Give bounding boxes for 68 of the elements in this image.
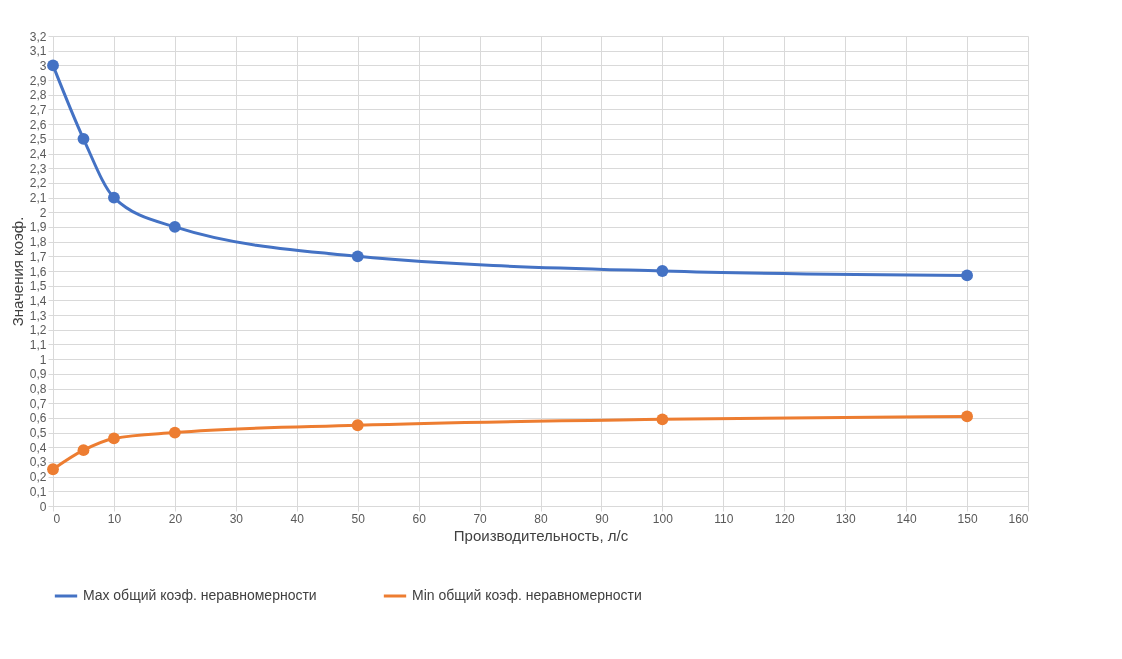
y-tick-label: 2,2	[29, 176, 47, 191]
x-tick-label: 130	[835, 511, 857, 526]
y-tick-label: 0,8	[29, 382, 47, 396]
point	[77, 444, 90, 457]
y-tick-label: 1,8	[29, 235, 47, 250]
y-tick-label: 0,9	[29, 367, 47, 382]
point	[47, 59, 59, 72]
y-tick-label: 3,2	[29, 29, 47, 44]
y-tick-label: 1,2	[29, 323, 47, 338]
x-tick-label: 20	[168, 511, 183, 526]
x-tick-label: 70	[473, 511, 488, 526]
x-tick-label: 80	[534, 511, 548, 526]
y-tick-label: 1,5	[29, 279, 47, 294]
x-axis-title: Производительность, л/с	[453, 526, 629, 544]
y-tick-label: 1	[39, 352, 47, 367]
point	[351, 419, 364, 432]
x-tick-label: 90	[595, 511, 609, 526]
y-tick-label: 0,2	[29, 470, 47, 485]
y-tick-label: 0,3	[29, 455, 47, 470]
x-tick-label: 10	[107, 511, 122, 526]
y-tick-label: 3,1	[29, 44, 47, 59]
point	[108, 432, 120, 445]
x-tick-label: 100	[652, 511, 674, 526]
y-tick-label: 2,3	[29, 161, 47, 176]
y-tick-label: 0,5	[29, 426, 47, 441]
x-tick-label: 110	[714, 511, 734, 526]
legend-label: Max общий коэф. неравномерности	[83, 587, 317, 603]
x-tick-label: 160	[1008, 511, 1029, 526]
y-tick-label: 2,4	[29, 147, 47, 161]
y-tick-label: 0,1	[29, 484, 47, 499]
y-tick-label: 0,6	[29, 411, 47, 426]
point	[656, 413, 669, 426]
y-tick-label: 2,8	[29, 88, 47, 103]
y-tick-label: 2,1	[29, 191, 47, 206]
point	[47, 463, 59, 476]
point	[656, 265, 669, 277]
x-tick-label: 120	[774, 511, 796, 526]
point	[351, 250, 364, 263]
y-tick-label: 1,1	[29, 337, 47, 352]
y-tick-label: 1,4	[29, 293, 47, 308]
y-tick-label: 2,7	[29, 102, 47, 117]
x-tick-label: 50	[351, 511, 366, 526]
point	[77, 132, 90, 145]
point	[168, 221, 181, 233]
y-tick-label: 2,6	[29, 117, 47, 132]
y-tick-label: 2	[39, 205, 47, 220]
y-tick-label: 2,5	[29, 132, 47, 147]
y-tick-label: 2,9	[29, 73, 47, 88]
y-tick-label: 1,3	[29, 308, 47, 323]
x-tick-label: 30	[229, 511, 244, 526]
point	[961, 269, 973, 282]
x-tick-label: 150	[957, 511, 978, 526]
y-tick-label: 0,7	[29, 396, 47, 411]
y-tick-label: 1,9	[29, 220, 47, 235]
point	[961, 410, 973, 423]
y-tick-label: 0,4	[29, 440, 47, 455]
x-tick-label: 140	[896, 511, 917, 526]
y-tick-label: 0	[39, 499, 47, 514]
y-tick-label: 1,7	[29, 249, 47, 264]
y-tick-label: 3	[39, 58, 47, 73]
legend-label: Min общий коэф. неравномерности	[412, 587, 642, 603]
y-axis-title: Значения коэф.	[8, 216, 26, 327]
y-tick-label: 1,6	[29, 264, 47, 279]
x-tick-label: 0	[53, 511, 61, 526]
point	[108, 191, 120, 204]
point	[168, 426, 181, 439]
x-tick-label: 40	[290, 511, 305, 526]
x-tick-label: 60	[412, 511, 427, 526]
